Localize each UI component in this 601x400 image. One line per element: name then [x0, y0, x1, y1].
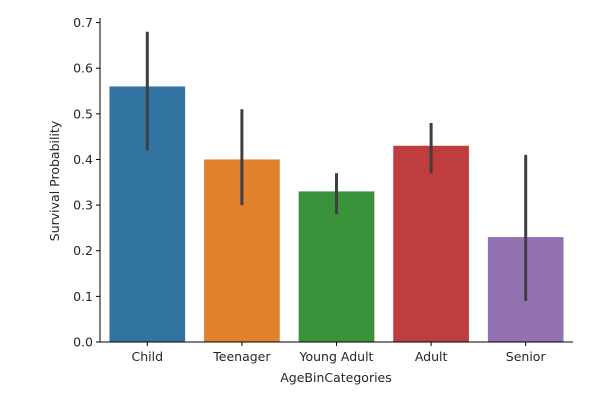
x-tick-label: Senior — [506, 349, 547, 364]
x-tick-label: Adult — [415, 349, 448, 364]
y-tick-label: 0.7 — [73, 15, 93, 30]
y-ticks-group: 0.0 0.1 0.2 0.3 0.4 0.5 0.6 0.7 — [73, 15, 100, 350]
y-axis-title: Survival Probability — [47, 120, 62, 241]
bar-adult — [393, 145, 469, 342]
y-tick-label: 0.0 — [73, 335, 93, 350]
y-tick-label: 0.1 — [73, 289, 93, 304]
y-tick-label: 0.3 — [73, 198, 93, 213]
y-tick-label: 0.2 — [73, 243, 93, 258]
y-tick-label: 0.4 — [73, 152, 93, 167]
bar-young-adult — [298, 191, 375, 342]
y-tick-label: 0.6 — [73, 61, 93, 76]
x-ticks-group: Child Teenager Young Adult Adult Senior — [132, 342, 547, 364]
x-tick-label: Child — [132, 349, 164, 364]
x-tick-label: Teenager — [212, 349, 271, 364]
x-axis-title: AgeBinCategories — [280, 370, 392, 385]
x-tick-label: Young Adult — [299, 349, 374, 364]
error-bars-group — [145, 31, 528, 301]
y-tick-label: 0.5 — [73, 106, 93, 121]
